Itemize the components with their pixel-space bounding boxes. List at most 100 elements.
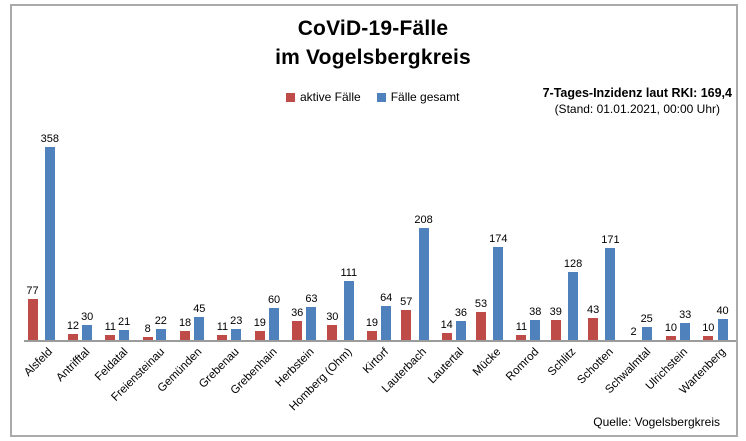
active-cases-bar [476, 312, 486, 341]
category-label: Mücke [471, 346, 504, 379]
total-bar-column: 63 [305, 293, 318, 341]
active-value-label: 43 [587, 304, 600, 316]
active-bar-column: 14 [441, 319, 453, 341]
active-bar-column: 11 [516, 321, 527, 341]
total-value-label: 60 [267, 294, 281, 306]
category-label: Lautertal [426, 346, 467, 387]
total-bar-column: 30 [81, 311, 93, 341]
active-cases-bar [665, 336, 676, 341]
total-value-label: 358 [40, 133, 59, 145]
total-bar-column: 128 [564, 258, 582, 341]
total-cases-bar [231, 329, 242, 341]
total-bar-column: 33 [679, 309, 691, 341]
bar-group: 19 60 [248, 294, 285, 341]
total-cases-bar [641, 327, 652, 341]
total-bar-column: 358 [41, 133, 59, 341]
legend-label-total: Fälle gesamt [390, 90, 460, 104]
active-cases-bar [550, 320, 561, 341]
active-bar-column: 18 [179, 317, 191, 341]
bar-group: 11 21 [99, 316, 136, 341]
category-label: Antrifftal [54, 346, 93, 385]
total-bar-column: 22 [155, 315, 167, 341]
total-bar-column: 111 [340, 267, 357, 341]
active-value-label: 10 [702, 322, 715, 334]
active-cases-bar [366, 331, 377, 341]
total-cases-bar [381, 306, 392, 341]
total-bar-column: 36 [455, 307, 467, 341]
total-cases-bar [343, 281, 354, 341]
total-value-label: 171 [601, 234, 620, 246]
legend-swatch-active-icon [286, 92, 295, 102]
category-label: Romrod [503, 346, 541, 384]
bar-group: 11 23 [211, 315, 248, 341]
category-label: Schlitz [545, 346, 579, 379]
active-cases-bar [327, 325, 338, 341]
active-bar-column: 10 [702, 322, 714, 341]
total-value-label: 36 [454, 307, 468, 319]
total-value-label: 208 [414, 214, 433, 226]
total-value-label: 25 [640, 313, 653, 325]
active-cases-bar [441, 333, 452, 341]
chart-title-line2: im Vogelsbergkreis [275, 46, 471, 69]
total-cases-bar [568, 272, 579, 341]
active-cases-bar [292, 321, 303, 341]
x-axis-line [24, 340, 736, 342]
total-value-label: 33 [679, 309, 692, 321]
legend: aktive Fälle Fälle gesamt [286, 90, 459, 104]
active-bar-column: 39 [550, 306, 562, 341]
total-cases-bar [306, 307, 317, 341]
total-value-label: 23 [230, 315, 243, 327]
active-bar-column: 12 [67, 320, 79, 341]
bar-group: 12 30 [61, 311, 98, 341]
total-cases-bar [530, 320, 541, 341]
bar-group: 30 111 [323, 267, 360, 341]
active-value-label: 14 [440, 319, 453, 331]
total-cases-bar [269, 308, 280, 341]
total-cases-bar [155, 329, 166, 341]
total-value-label: 64 [380, 292, 393, 304]
total-value-label: 111 [340, 267, 358, 279]
total-cases-bar [44, 147, 55, 341]
bar-group: 18 45 [174, 303, 211, 341]
total-bar-column: 23 [230, 315, 242, 341]
total-bar-column: 45 [193, 303, 205, 341]
bar-group: 43 171 [585, 234, 622, 341]
bar-group: 14 36 [435, 307, 472, 341]
active-cases-bar [703, 336, 714, 341]
total-value-label: 22 [154, 315, 167, 327]
active-cases-bar [217, 335, 228, 341]
incidence-timestamp: (Stand: 01.01.2021, 00:00 Uhr) [554, 102, 721, 116]
total-cases-bar [493, 247, 504, 341]
category-label: Kirtorf [361, 346, 392, 377]
bar-group: 57 208 [398, 214, 435, 341]
source-note: Quelle: Vogelsbergkreis [593, 415, 720, 429]
legend-swatch-total-icon [376, 92, 386, 102]
active-value-label: 2 [630, 326, 637, 338]
total-bar-column: 174 [489, 233, 507, 341]
chart-title: CoViD-19-Fälle im Vogelsbergkreis [0, 14, 746, 72]
total-value-label: 40 [716, 305, 729, 317]
bar-group: 53 174 [473, 233, 510, 341]
bar-group: 8 22 [136, 315, 173, 341]
active-value-label: 53 [474, 298, 488, 310]
active-bar-column: 11 [105, 321, 116, 341]
active-cases-bar [588, 318, 599, 341]
active-cases-bar [142, 337, 153, 341]
total-value-label: 38 [529, 306, 542, 318]
active-bar-column: 19 [366, 317, 378, 341]
total-value-label: 63 [305, 293, 318, 305]
total-bar-column: 21 [118, 316, 130, 341]
legend-item-active: aktive Fälle [286, 90, 361, 104]
active-bar-column: 10 [665, 322, 677, 341]
total-cases-bar [455, 321, 466, 341]
bar-group: 39 128 [547, 258, 584, 341]
total-value-label: 21 [118, 316, 131, 328]
active-cases-bar [516, 335, 527, 341]
total-bar-column: 64 [380, 292, 392, 341]
active-bar-column: 57 [400, 296, 412, 341]
bar-group: 36 63 [286, 293, 323, 341]
bar-group: 10 40 [697, 305, 734, 341]
total-bar-column: 171 [601, 234, 620, 341]
active-value-label: 11 [216, 321, 229, 333]
active-value-label: 18 [178, 317, 192, 329]
